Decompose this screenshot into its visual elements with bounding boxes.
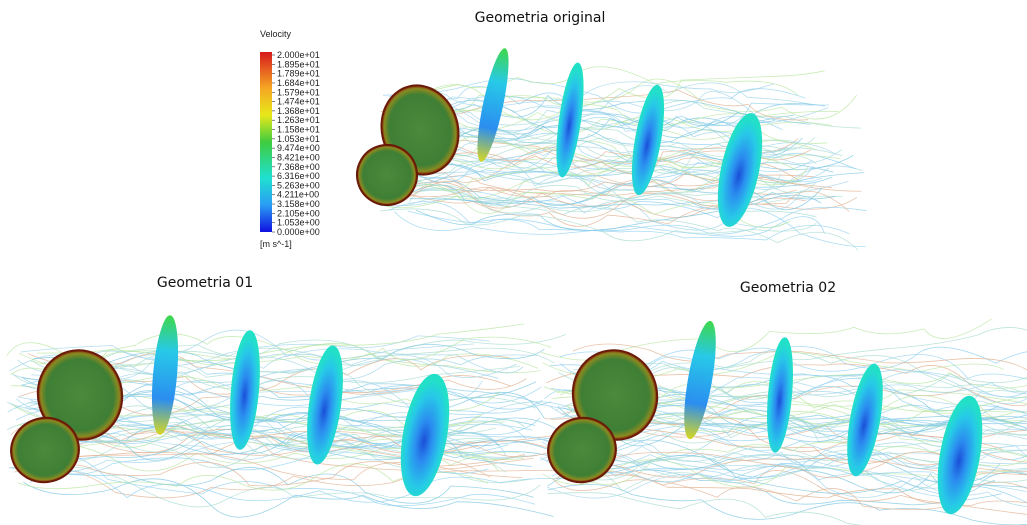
legend-labels: 2.000e+011.895e+011.789e+011.684e+011.57… — [272, 50, 320, 237]
title-original: Geometria original — [475, 10, 606, 26]
streamline — [414, 71, 824, 114]
figure: Geometria original Geometria 01 Geometri… — [0, 0, 1027, 525]
legend-unit: [m s^-1] — [260, 239, 292, 249]
section-slice — [763, 336, 797, 454]
legend-title: Velocity — [260, 29, 292, 39]
color-bar — [260, 52, 272, 232]
section-slice — [709, 109, 770, 230]
rendering — [350, 46, 866, 250]
streamline — [42, 334, 566, 367]
legend-label: 0.000e+00 — [277, 227, 320, 237]
streamline — [548, 469, 1002, 505]
title-01: Geometria 01 — [157, 275, 253, 291]
streamline — [13, 452, 524, 479]
title-02: Geometria 02 — [740, 280, 836, 296]
rendering — [540, 319, 1027, 525]
rendering — [4, 314, 584, 517]
